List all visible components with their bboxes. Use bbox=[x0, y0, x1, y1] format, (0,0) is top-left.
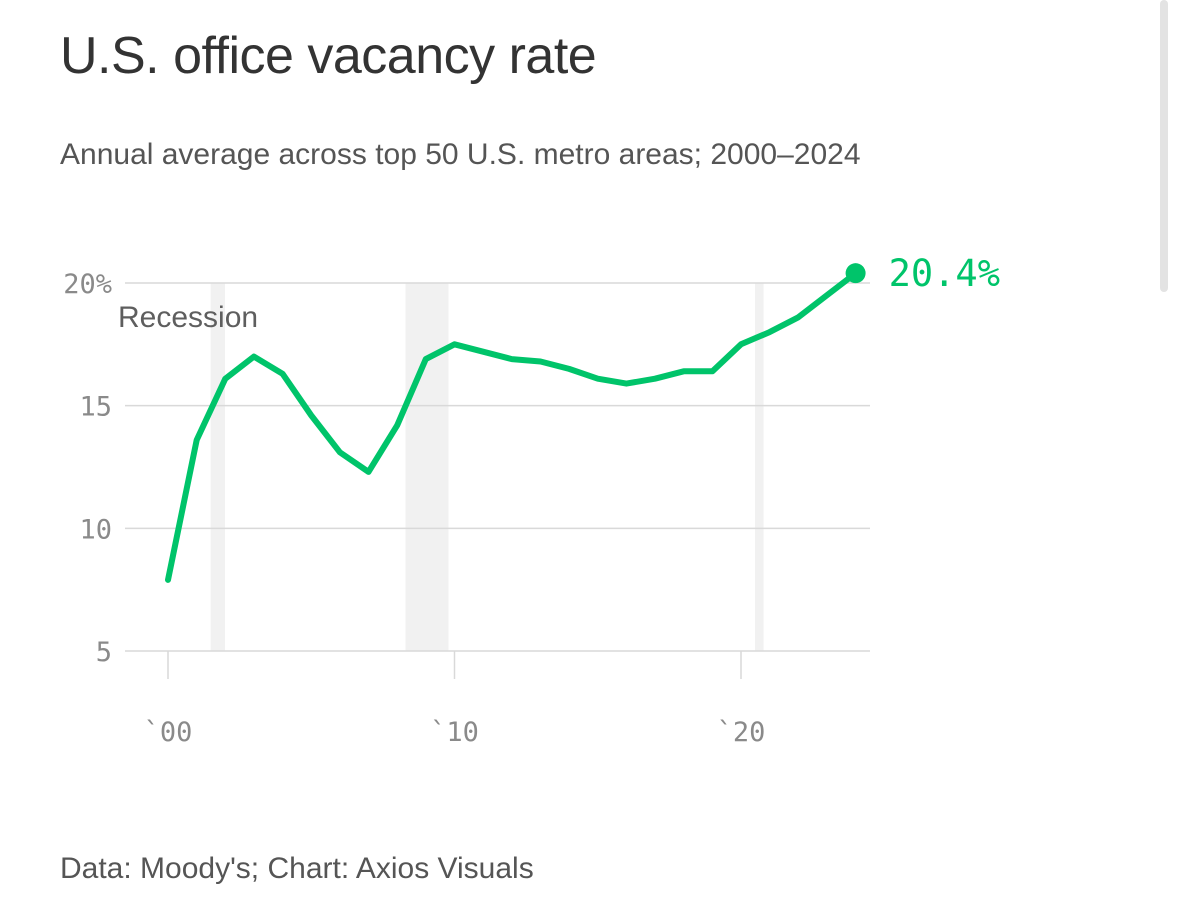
chart-title: U.S. office vacancy rate bbox=[60, 27, 597, 85]
chart-source: Data: Moody's; Chart: Axios Visuals bbox=[60, 852, 534, 885]
grid-lines bbox=[125, 282, 870, 652]
chart-subtitle: Annual average across top 50 U.S. metro … bbox=[60, 138, 861, 171]
series-layer bbox=[165, 263, 866, 583]
recession-bands bbox=[210, 283, 764, 651]
recession-band-2 bbox=[405, 283, 449, 651]
y-tick-label: 15 bbox=[79, 392, 112, 423]
scrollbar[interactable] bbox=[1160, 0, 1168, 292]
y-axis-ticks: 20% 15 10 5 bbox=[63, 269, 112, 668]
y-tick-label: 10 bbox=[79, 514, 112, 545]
y-tick-label: 20% bbox=[63, 269, 112, 300]
recession-band-1 bbox=[210, 283, 225, 651]
x-tick-label: `20 bbox=[717, 717, 766, 748]
x-axis-ticks: `00 `10 `20 bbox=[144, 651, 766, 748]
x-tick-label: `00 bbox=[144, 717, 193, 748]
end-point-dot bbox=[845, 263, 866, 284]
end-value-label: 20.4% bbox=[889, 252, 1000, 295]
recession-band-3 bbox=[755, 283, 764, 651]
y-tick-label: 5 bbox=[96, 637, 112, 668]
series-line-office-vacancy bbox=[165, 270, 859, 583]
line-chart: 20% 15 10 5 `00 `10 `20 Recession 20.4% bbox=[63, 252, 1000, 748]
recession-label: Recession bbox=[118, 301, 258, 334]
x-tick-label: `10 bbox=[430, 717, 479, 748]
